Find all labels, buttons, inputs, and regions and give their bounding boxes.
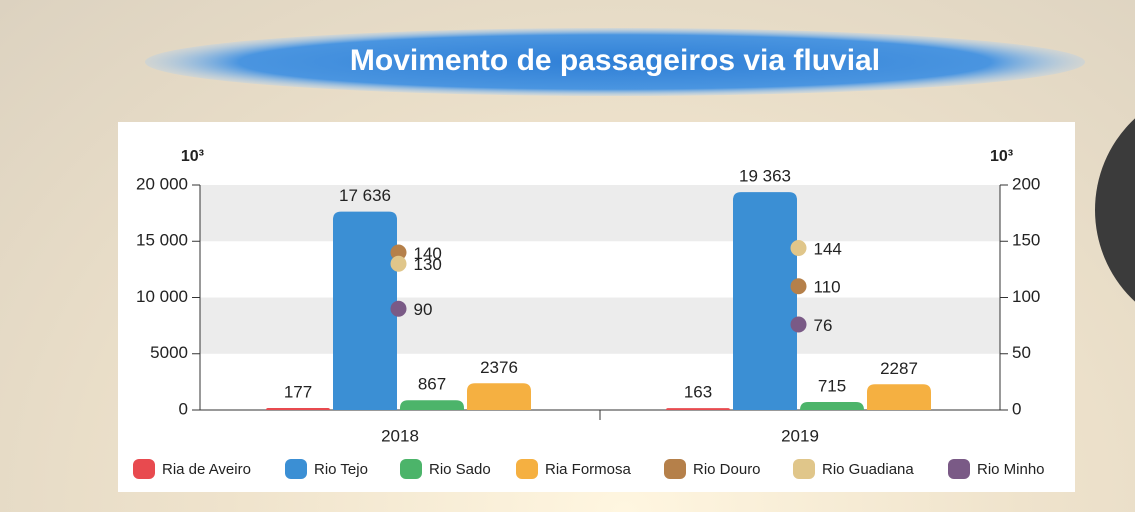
data-label: 177	[284, 382, 312, 401]
legend-swatch	[400, 459, 422, 479]
y-tick-label: 0	[179, 399, 188, 418]
grid-band	[200, 185, 1000, 242]
y-tick-label: 10 000	[136, 287, 188, 306]
legend-swatch	[516, 459, 538, 479]
decor-sphere	[1095, 118, 1135, 302]
bar	[733, 192, 797, 410]
legend-label: Rio Guadiana	[822, 461, 914, 478]
y2-tick-label: 50	[1012, 343, 1031, 362]
legend-swatch	[948, 459, 970, 479]
title-banner	[145, 28, 1085, 96]
y2-unit: 10³	[990, 148, 1013, 165]
dot	[790, 316, 807, 333]
data-label: 163	[684, 383, 712, 402]
x-tick-label: 2019	[781, 426, 819, 445]
bar	[800, 401, 864, 410]
data-label: 140	[414, 244, 442, 263]
legend-label: Ria de Aveiro	[162, 461, 251, 478]
legend-label: Rio Sado	[429, 461, 491, 478]
data-label: 19 363	[739, 167, 791, 186]
data-label: 17 636	[339, 186, 391, 205]
y-tick-label: 20 000	[136, 174, 188, 193]
bar	[333, 211, 397, 410]
data-label: 90	[414, 300, 433, 319]
bar	[666, 408, 730, 410]
y2-tick-label: 150	[1012, 231, 1040, 250]
data-label: 715	[818, 376, 846, 395]
dot	[390, 300, 407, 317]
data-label: 130	[414, 255, 442, 274]
bar	[467, 383, 531, 410]
grid-band	[200, 297, 1000, 354]
dot	[790, 240, 807, 256]
x-tick-label: 2018	[381, 426, 419, 445]
data-label: 2287	[880, 359, 918, 378]
data-label: 76	[814, 316, 833, 335]
y-tick-label: 15 000	[136, 231, 188, 250]
data-label: 110	[814, 278, 841, 297]
legend-label: Rio Tejo	[314, 461, 368, 478]
bar	[400, 400, 464, 410]
legend-swatch	[793, 459, 815, 479]
data-label: 144	[814, 239, 842, 258]
legend-label: Rio Minho	[977, 461, 1045, 478]
y-unit: 10³	[181, 148, 204, 165]
legend-swatch	[133, 459, 155, 479]
y-tick-label: 5000	[150, 343, 188, 362]
dot	[790, 278, 807, 295]
data-label: 867	[418, 375, 446, 394]
plot: 0 5000 10 000 15 000 20 000 0 50 100 150 200 2018 1…	[133, 167, 1045, 479]
legend-label: Ria Formosa	[545, 461, 632, 478]
chart-title: Movimento de passageiros via fluvial	[350, 44, 880, 77]
bar	[266, 408, 330, 410]
legend-swatch	[664, 459, 686, 479]
dot	[390, 255, 407, 272]
dot	[390, 244, 407, 261]
legend-swatch	[285, 459, 307, 479]
y2-tick-label: 0	[1012, 399, 1021, 418]
y2-tick-label: 100	[1012, 287, 1040, 306]
data-label: 2376	[480, 358, 518, 377]
bar	[867, 384, 931, 410]
legend-label: Rio Douro	[693, 461, 761, 478]
y2-tick-label: 200	[1012, 174, 1040, 193]
